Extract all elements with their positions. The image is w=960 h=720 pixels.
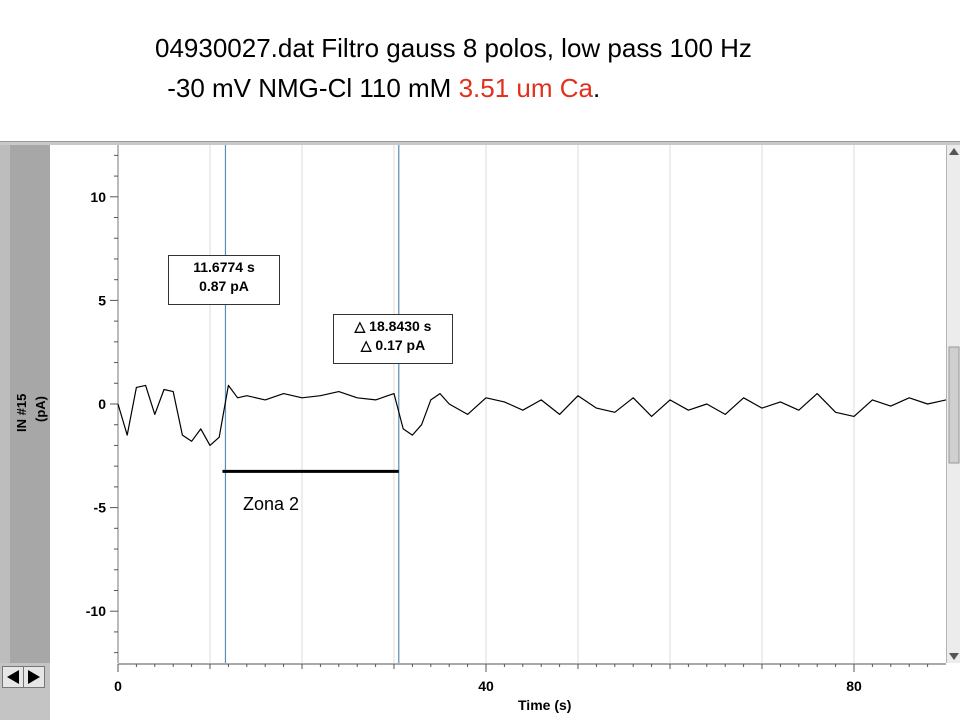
delta-value: 0.17 pA [375,337,426,353]
current-trace [117,384,946,446]
y-tick-label: 10 [90,189,106,205]
title-highlight: 3.51 um Ca [458,73,593,103]
x-axis: 0 40 80 [114,663,946,694]
delta-value-row: △ 0.17 pA [340,336,446,355]
y-tick-label: 5 [98,292,106,308]
y-axis-label-panel [10,145,50,663]
delta-icon: △ [354,318,370,334]
trace-plot[interactable]: -10 -5 0 5 10 [50,145,946,663]
scroll-down-icon[interactable] [949,653,959,660]
vertical-scrollbar-graphics [948,148,960,660]
top-axis-strip [0,141,960,146]
scroll-up-icon[interactable] [949,148,959,155]
y-tick-label: -5 [94,500,107,516]
vertical-scrollbar[interactable] [946,145,960,663]
y-axis-unit-label: (pA) [33,396,48,422]
cursor-time: 11.6774 s [193,259,255,275]
x-axis-title: Time (s) [518,697,572,713]
x-tick-label: 0 [114,678,122,694]
scroll-right-button[interactable] [23,666,45,688]
y-tick-label: -10 [86,603,106,619]
triangle-left-icon [7,670,19,684]
y-axis-channel-label: IN #15 [14,393,29,432]
x-tick-label: 40 [478,678,494,694]
cursor-value: 0.87 pA [199,278,249,294]
delta-icon: △ [360,337,376,353]
slide-title-line-1: 04930027.dat Filtro gauss 8 polos, low p… [155,33,752,63]
triangle-right-icon [28,670,40,684]
delta-time: 18.8430 s [369,318,432,334]
title-prefix: -30 mV NMG-Cl 110 mM [160,73,459,103]
y-axis-title: IN #15 (pA) [14,374,54,434]
title-suffix: . [592,73,601,103]
delta-time-row: △ 18.8430 s [340,317,446,336]
scroll-left-button[interactable] [2,666,24,688]
plot-background [50,145,946,663]
y-tick-label: 0 [98,396,106,412]
x-axis-area [50,663,960,720]
scroll-thumb[interactable] [948,346,960,464]
zone-label: Zona 2 [243,494,300,514]
slide-title-line-2: -30 mV NMG-Cl 110 mM 3.51 um Ca. [160,73,960,104]
x-tick-label: 80 [846,678,862,694]
delta-readout-box: △ 18.8430 s △ 0.17 pA [333,314,453,364]
cursor-readout-box: 11.6774 s 0.87 pA [168,255,280,305]
